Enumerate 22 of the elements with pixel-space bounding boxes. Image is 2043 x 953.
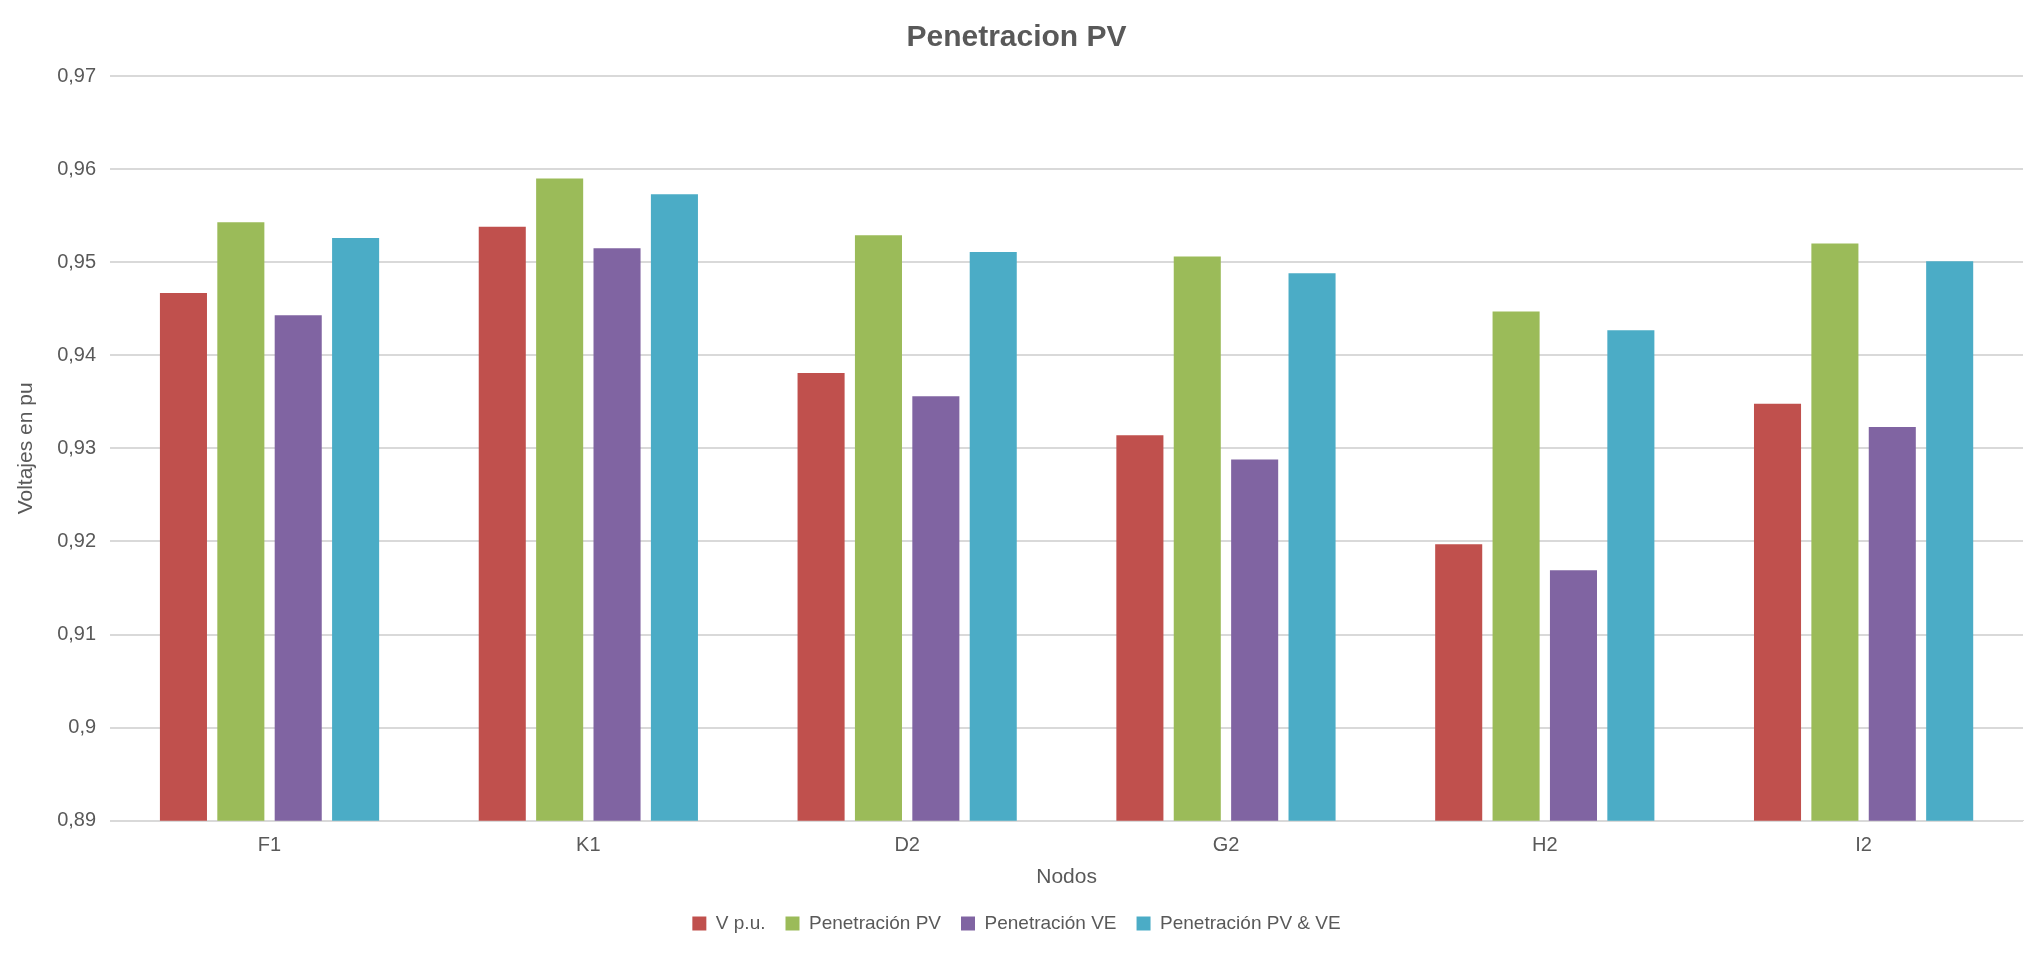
legend-label: V p.u. (715, 911, 766, 933)
chart-title: Penetracion PV (906, 19, 1127, 53)
y-tick-label: 0,9 (68, 715, 97, 738)
x-tick-label: G2 (1212, 833, 1240, 856)
x-tick-label: D2 (894, 833, 920, 856)
y-tick-label: 0,91 (57, 622, 97, 645)
y-tick-label: 0,93 (57, 435, 97, 458)
y-tick-label: 0,94 (57, 342, 97, 365)
x-tick-label: F1 (257, 833, 282, 856)
y-tick-label: 0,96 (57, 156, 97, 179)
x-tick-label: H2 (1531, 833, 1558, 856)
legend-label: Penetración PV (808, 911, 942, 933)
y-tick-label: 0,89 (57, 808, 97, 831)
y-tick-label: 0,92 (57, 529, 97, 552)
legend-label: Penetración VE (984, 911, 1117, 933)
y-axis-title: Voltajes en pu (13, 382, 37, 515)
legend-label: Penetración PV & VE (1160, 911, 1341, 933)
x-axis-title: Nodos (1036, 864, 1097, 888)
y-tick-label: 0,97 (57, 63, 97, 86)
x-tick-label: K1 (576, 833, 601, 856)
x-tick-label: I2 (1855, 833, 1872, 856)
y-tick-label: 0,95 (57, 249, 97, 272)
